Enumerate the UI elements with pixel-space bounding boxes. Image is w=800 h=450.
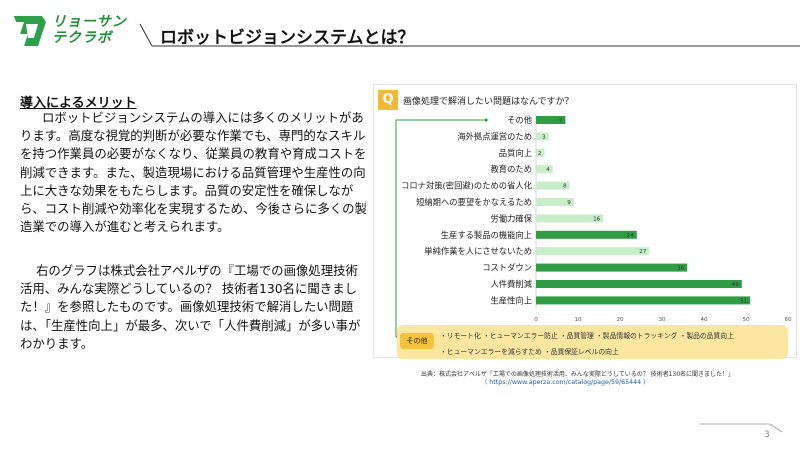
other-answers-tag: その他	[400, 333, 434, 349]
bar-4	[536, 181, 570, 190]
other-answers-box	[397, 325, 788, 359]
logo-line2: テクラボ	[52, 30, 112, 46]
page-number: 3	[764, 430, 770, 440]
category-label-6: 労働力確保	[491, 213, 533, 223]
x-tick-label-5: 50	[742, 317, 750, 323]
bar-5	[536, 198, 574, 206]
x-tick-label-0: 0	[534, 317, 538, 323]
category-label-5: 短納期への要望をかなえるため	[416, 197, 532, 207]
category-label-7: 生産する製品の機能向上	[441, 230, 532, 240]
category-label-3: 教育のため	[491, 164, 533, 174]
value-label-8: 27	[639, 249, 647, 255]
category-label-2: 品質向上	[499, 148, 532, 158]
logo-mark-icon	[14, 16, 46, 46]
value-label-2: 2	[538, 151, 542, 157]
value-label-3: 4	[546, 167, 550, 173]
source-citation: 出典：株式会社アペルザ「工場での画像処理技術活用、みんな実際どうしているの？ 技…	[421, 371, 735, 378]
value-label-6: 16	[593, 216, 601, 222]
bar-8	[536, 247, 650, 256]
bar-0	[536, 116, 566, 124]
bar-9	[536, 263, 688, 272]
bar-1	[536, 132, 549, 141]
company-logo: リョーサン テクラボ	[12, 14, 132, 48]
value-label-11: 51	[740, 298, 748, 304]
bar-7	[536, 230, 637, 239]
value-label-10: 49	[732, 282, 740, 288]
bar-10	[536, 280, 742, 288]
bar-2	[536, 148, 545, 157]
category-label-11: 生産性向上	[491, 295, 533, 305]
x-tick-label-2: 20	[616, 317, 624, 323]
logo-line1: リョーサン	[52, 14, 127, 30]
header-divider	[139, 23, 800, 47]
value-label-1: 3	[542, 134, 546, 140]
chart-question: 画像処理で解消したい問題はなんですか？	[403, 97, 574, 107]
value-label-0: 7	[559, 118, 563, 124]
bar-6	[536, 214, 604, 223]
logo-text: リョーサン テクラボ	[52, 14, 127, 46]
category-label-0: その他	[507, 115, 532, 125]
x-tick-label-6: 60	[784, 317, 792, 323]
question-badge: Q	[378, 90, 398, 110]
other-connector-dot	[484, 118, 488, 122]
x-tick-label-4: 40	[700, 317, 708, 323]
slide-title: ロボットビジョンシステムとは？	[160, 28, 415, 48]
value-label-7: 24	[627, 233, 635, 239]
category-label-1: 海外拠点運営のため	[457, 131, 532, 141]
category-label-10: 人件費削減	[491, 279, 533, 289]
bar-11	[536, 296, 751, 305]
source-link[interactable]: （ https://www.aperza.com/catalog/page/59…	[481, 379, 650, 386]
bar-3	[536, 165, 553, 174]
other-connector-line	[395, 119, 484, 338]
category-label-9: コストダウン	[482, 263, 532, 273]
merit-paragraph-1: ロボットビジョンシステムの導入には多くのメリットがあります。高度な視覚的判断が必…	[20, 110, 367, 235]
value-label-5: 9	[567, 200, 571, 206]
x-tick-label-1: 10	[574, 317, 582, 323]
x-tick-label-3: 30	[658, 317, 666, 323]
category-label-4: コロナ対策(密回避)のための省人化	[401, 181, 532, 191]
value-label-4: 8	[563, 184, 567, 190]
merit-paragraph-2: 右のグラフは株式会社アペルザの『工場での画像処理技術活用、みんな実際どうしている…	[20, 263, 361, 351]
other-answers-line-2: ・ヒューマンエラーを減らすため ・品質保証レベルの向上	[440, 348, 619, 356]
category-label-8: 単純作業を人にさせないため	[424, 246, 532, 256]
other-answers-line-1: ・リモート化 ・ヒューマンエラー防止 ・品質管理 ・製品情報のトラッキング ・製…	[440, 332, 734, 340]
value-label-9: 36	[677, 266, 685, 272]
merit-heading: 導入によるメリット	[20, 96, 137, 111]
